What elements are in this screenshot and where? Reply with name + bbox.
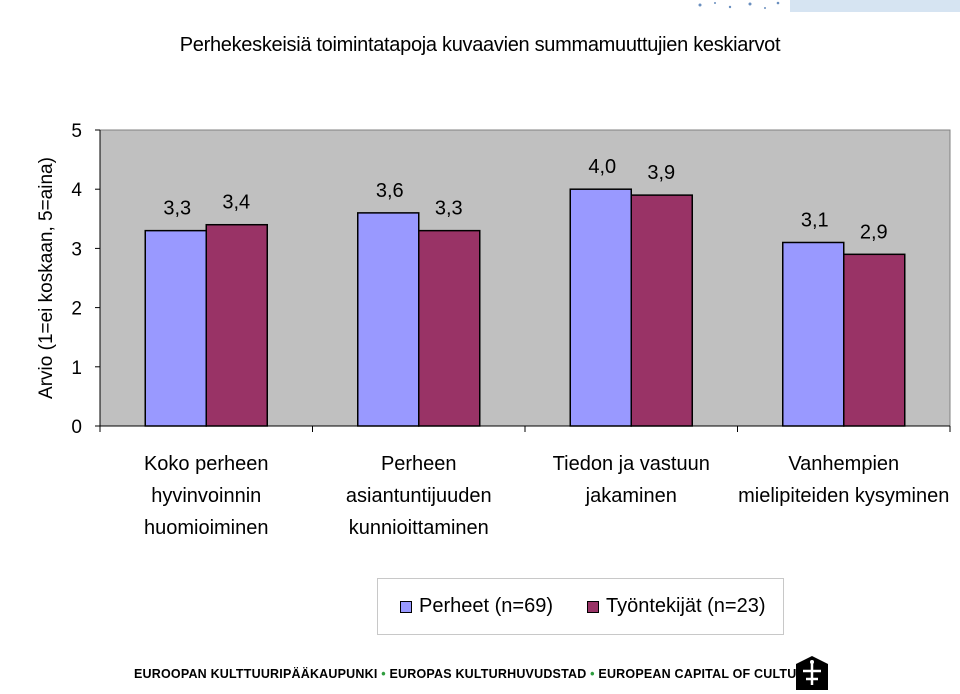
data-label: 3,4 <box>222 192 250 214</box>
footer-separator: • <box>381 667 386 681</box>
data-label: 3,6 <box>376 180 404 202</box>
x-axis <box>99 425 951 432</box>
legend-item-perheet: Perheet (n=69) <box>400 595 553 618</box>
data-labels: 3,3 3,4 3,6 3,3 4,0 3,9 3,1 2,9 <box>163 156 887 243</box>
data-label: 2,9 <box>860 221 888 243</box>
y-tick-label: 3 <box>71 239 82 260</box>
legend-item-tyontekijat: Työntekijät (n=23) <box>586 595 766 618</box>
y-tick-label: 5 <box>71 121 82 142</box>
bar-tyontekijat <box>843 253 906 427</box>
category-label: hyvinvoinnin <box>151 485 261 507</box>
category-label: Koko perheen <box>144 453 269 475</box>
footer-part-1: EUROOPAN KULTTUURIPÄÄKAUPUNKI <box>134 667 378 681</box>
footer-part-3: EUROPEAN CAPITAL OF CULTURE <box>598 667 815 681</box>
data-label: 3,3 <box>163 198 191 220</box>
data-label: 3,1 <box>801 209 829 231</box>
y-axis: 0 1 2 3 4 5 <box>71 121 101 438</box>
legend-label-tyontekijat: Työntekijät (n=23) <box>605 595 766 617</box>
data-label: 4,0 <box>588 156 616 178</box>
category-label: kunnioittaminen <box>349 517 489 539</box>
y-tick-label: 4 <box>71 180 82 201</box>
category-label: Perheen <box>381 453 457 475</box>
y-tick-label: 2 <box>71 299 82 320</box>
legend-swatch-tyontekijat <box>586 600 599 613</box>
footer-text: EUROOPAN KULTTUURIPÄÄKAUPUNKI • EUROPAS … <box>134 667 814 681</box>
bars <box>144 188 906 427</box>
legend-swatch-perheet <box>400 600 412 613</box>
chart-title: Perhekeskeisiä toimintatapoja kuvaavien … <box>179 34 781 56</box>
bar-chart: 0 1 2 3 4 5 3,3 3,4 3,6 3,3 4,0 3,9 3,1 2,9 Koko per… <box>71 121 951 539</box>
capital-of-culture-logo <box>796 656 828 690</box>
category-labels: Koko perheen hyvinvoinnin huomioiminen Perh… <box>144 453 949 539</box>
data-label: 3,9 <box>647 162 675 184</box>
bar-perheet <box>144 229 207 427</box>
legend-label-perheet: Perheet (n=69) <box>419 595 553 617</box>
legend: Perheet (n=69) Työntekijät (n=23) <box>377 578 784 635</box>
corner-decoration <box>698 0 960 12</box>
category-label: asiantuntijuuden <box>346 485 492 507</box>
category-label: huomioiminen <box>144 517 269 539</box>
data-label: 3,3 <box>435 198 463 220</box>
footer-part-2: EUROPAS KULTURHUVUDSTAD <box>389 667 587 681</box>
category-label: jakaminen <box>585 485 677 507</box>
bar-tyontekijat <box>418 229 481 427</box>
bar-perheet <box>782 241 845 427</box>
bar-tyontekijat <box>205 223 268 427</box>
bar-tyontekijat <box>630 194 693 427</box>
footer-banner: EUROOPAN KULTTUURIPÄÄKAUPUNKI • EUROPAS … <box>0 655 960 694</box>
y-tick-label: 0 <box>71 417 82 438</box>
bar-perheet <box>357 212 420 427</box>
y-tick-label: 1 <box>71 358 82 379</box>
bar-perheet <box>569 188 632 427</box>
category-label: Vanhempien <box>788 453 899 475</box>
footer-separator: • <box>590 667 595 681</box>
category-label: Tiedon ja vastuun <box>553 453 710 475</box>
category-label: mielipiteiden kysyminen <box>738 485 949 507</box>
